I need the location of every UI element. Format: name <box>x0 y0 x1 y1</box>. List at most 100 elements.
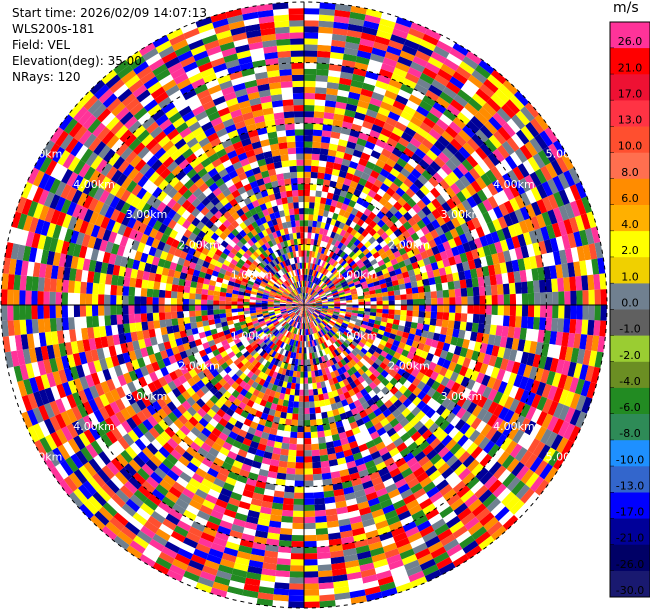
velocity-cell <box>174 444 186 456</box>
velocity-cell <box>49 291 56 305</box>
velocity-cell <box>244 332 252 339</box>
velocity-cell <box>403 559 420 571</box>
velocity-cell <box>452 328 460 338</box>
velocity-cell <box>414 451 426 462</box>
velocity-cell <box>250 366 258 374</box>
velocity-cell <box>286 317 292 323</box>
velocity-cell <box>272 397 279 405</box>
velocity-cell <box>289 312 295 318</box>
velocity-cell <box>318 442 327 450</box>
velocity-cell <box>424 569 442 582</box>
velocity-cell <box>440 408 452 420</box>
velocity-cell <box>172 277 180 286</box>
velocity-cell <box>376 366 385 374</box>
velocity-cell <box>575 411 587 429</box>
velocity-cell <box>74 316 81 330</box>
velocity-cell <box>299 341 303 348</box>
velocity-cell <box>399 447 411 458</box>
velocity-cell <box>309 202 315 209</box>
velocity-cell <box>277 423 285 431</box>
velocity-cell <box>273 594 289 602</box>
velocity-cell <box>314 202 321 210</box>
velocity-cell <box>356 550 372 560</box>
velocity-cell <box>228 416 238 426</box>
velocity-cell <box>363 434 373 444</box>
velocity-cell <box>98 451 111 466</box>
velocity-cell <box>446 493 461 506</box>
velocity-cell <box>271 422 279 430</box>
velocity-cell <box>289 20 304 27</box>
velocity-cell <box>225 308 232 314</box>
velocity-cell <box>405 412 416 423</box>
velocity-cell <box>329 329 336 335</box>
velocity-cell <box>383 422 393 433</box>
velocity-cell <box>345 410 354 419</box>
velocity-cell <box>199 504 213 516</box>
velocity-cell <box>327 308 334 312</box>
velocity-cell <box>308 308 314 314</box>
velocity-cell <box>202 499 216 510</box>
velocity-cell <box>373 558 389 569</box>
velocity-cell <box>313 208 320 216</box>
velocity-cell <box>253 454 264 463</box>
velocity-cell <box>295 135 304 142</box>
velocity-cell <box>437 446 450 459</box>
velocity-cell <box>228 580 245 590</box>
velocity-cell <box>304 305 307 311</box>
velocity-cell <box>393 422 404 433</box>
velocity-cell <box>429 437 442 450</box>
velocity-cell <box>291 528 304 536</box>
velocity-cell <box>324 435 333 443</box>
velocity-cell <box>459 321 467 331</box>
velocity-cell <box>272 416 281 424</box>
velocity-cell <box>123 323 131 334</box>
velocity-cell <box>304 202 310 209</box>
velocity-cell <box>376 333 384 340</box>
velocity-cell <box>434 415 446 427</box>
velocity-cell <box>172 481 186 493</box>
velocity-cell <box>292 370 297 378</box>
velocity-cell <box>456 485 471 499</box>
velocity-cell <box>549 331 558 345</box>
velocity-cell <box>299 214 304 221</box>
velocity-cell <box>493 335 502 347</box>
velocity-cell <box>19 290 26 305</box>
velocity-cell <box>166 401 177 412</box>
velocity-cell <box>213 457 225 467</box>
velocity-cell <box>172 377 182 388</box>
velocity-cell <box>285 473 296 481</box>
velocity-cell <box>224 456 235 466</box>
velocity-cell <box>413 488 427 500</box>
velocity-cell <box>208 447 220 458</box>
velocity-cell <box>189 293 196 300</box>
velocity-cell <box>241 595 258 605</box>
velocity-cell <box>157 386 167 398</box>
velocity-cell <box>384 509 398 520</box>
velocity-cell <box>162 383 172 395</box>
velocity-cell <box>564 391 575 408</box>
velocity-cell <box>465 545 483 560</box>
velocity-cell <box>553 402 565 419</box>
velocity-cell <box>290 50 304 57</box>
velocity-cell <box>336 506 349 515</box>
velocity-cell <box>451 353 460 364</box>
velocity-cell <box>253 334 260 341</box>
velocity-cell <box>360 323 368 329</box>
velocity-cell <box>186 386 196 397</box>
velocity-cell <box>295 147 304 154</box>
velocity-cell <box>139 554 156 568</box>
velocity-cell <box>369 503 383 513</box>
velocity-cell <box>315 309 321 313</box>
velocity-cell <box>391 323 399 331</box>
velocity-cell <box>304 420 311 427</box>
velocity-cell <box>509 305 517 317</box>
velocity-cell <box>304 86 316 94</box>
velocity-cell <box>258 418 267 426</box>
velocity-cell <box>237 305 244 309</box>
velocity-cell <box>202 413 213 423</box>
velocity-cell <box>198 483 211 494</box>
velocity-cell <box>296 334 300 341</box>
velocity-cell <box>285 316 291 322</box>
velocity-cell <box>249 421 259 430</box>
velocity-cell <box>304 601 320 608</box>
